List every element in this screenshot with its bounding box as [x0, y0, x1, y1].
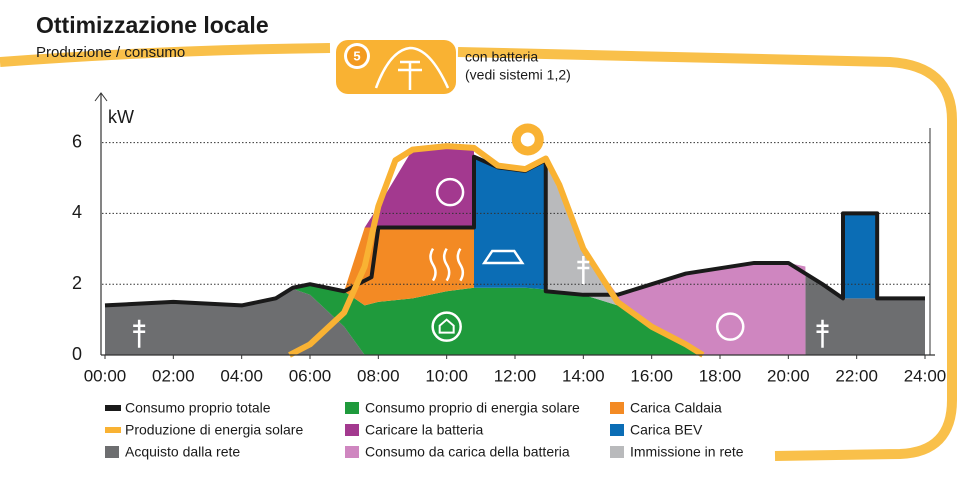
badge: 5 [336, 40, 456, 94]
area [105, 273, 925, 355]
legend-swatch [345, 424, 359, 436]
y-axis-label: kW [108, 107, 134, 127]
home-icon [431, 311, 462, 342]
x-tick-label: 22:00 [835, 366, 878, 385]
legend-swatch [105, 405, 121, 411]
legend-label: Carica BEV [630, 422, 703, 438]
x-tick-label: 14:00 [562, 366, 605, 385]
x-tick-label: 12:00 [494, 366, 537, 385]
badge-dot [347, 46, 367, 66]
battery-icon [716, 312, 745, 341]
grid-icon [816, 319, 829, 348]
legend-label: Immissione in rete [630, 444, 744, 460]
area [105, 156, 925, 355]
grid-icon [577, 256, 590, 285]
area [105, 273, 925, 355]
legend-swatch [610, 446, 624, 458]
legend-swatch [610, 424, 624, 436]
y-tick-label: 4 [72, 202, 82, 222]
plot: 0 2 4 6 00:00 02:00 04:00 06:00 08:00 10:00 12:00 1… [72, 92, 947, 385]
legend: Consumo proprio totale Produzione di ener… [105, 400, 744, 460]
x-tick-label: 24:00 [904, 366, 947, 385]
y-tick-label: 6 [72, 131, 82, 151]
y-tick-label: 2 [72, 273, 82, 293]
area [105, 156, 925, 355]
legend-label: Acquisto dalla rete [125, 444, 240, 460]
legend-label: Carica Caldaia [630, 400, 722, 416]
x-tick-label: 10:00 [425, 366, 468, 385]
legend-swatch [345, 402, 359, 414]
x-tick-label: 08:00 [357, 366, 400, 385]
x-tick-label: 00:00 [84, 366, 127, 385]
car-icon [481, 249, 525, 265]
y-axis-arrow [94, 92, 108, 102]
chart-title: Ottimizzazione locale [36, 12, 269, 38]
heat-icon [429, 247, 465, 282]
x-tick-label: 18:00 [699, 366, 742, 385]
badge-icon [374, 46, 450, 90]
legend-label: Consumo da carica della batteria [365, 444, 570, 460]
legend-label: Consumo proprio di energia solare [365, 400, 580, 416]
legend-label: Caricare la batteria [365, 422, 483, 438]
legend-label: Consumo proprio totale [125, 400, 271, 416]
sun-icon-core [520, 132, 535, 147]
grid-icon [133, 319, 146, 348]
badge-text: con batteria [465, 49, 538, 65]
battery-icon [435, 177, 465, 207]
line [288, 143, 705, 358]
legend-label: Produzione di energia solare [125, 422, 303, 438]
x-tick-label: 04:00 [220, 366, 263, 385]
frame-left [0, 43, 331, 67]
home-icon-roof [438, 318, 455, 334]
chart-subtitle: Produzione / consumo [36, 44, 185, 61]
legend-swatch [610, 402, 624, 414]
x-tick-label: 20:00 [767, 366, 810, 385]
x-tick-label: 02:00 [152, 366, 195, 385]
x-tick-label: 16:00 [630, 366, 673, 385]
legend-swatch [105, 446, 119, 458]
frame-right [457, 47, 957, 461]
legend-swatch [105, 427, 121, 433]
badge-text: (vedi sistemi 1,2) [465, 67, 571, 83]
y-tick-label: 0 [72, 344, 82, 364]
legend-swatch [345, 446, 359, 458]
badge-number: 5 [353, 48, 360, 63]
x-tick-label: 06:00 [289, 366, 332, 385]
